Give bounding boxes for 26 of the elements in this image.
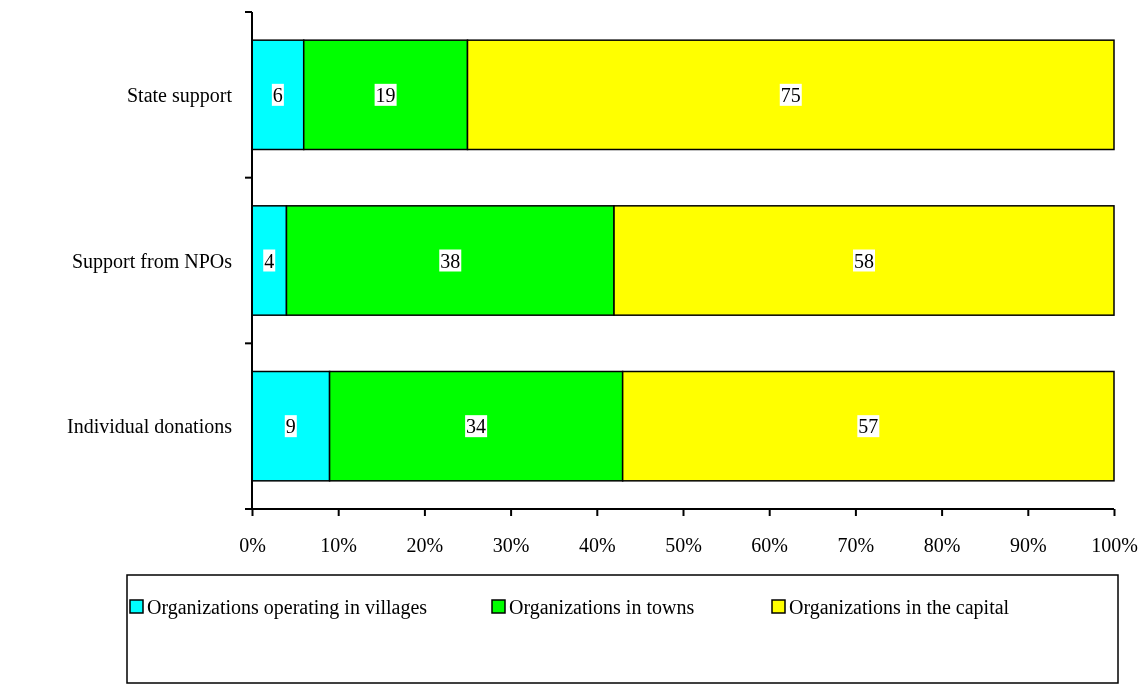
x-tick-label: 40%: [578, 534, 616, 557]
data-label: 38: [440, 249, 461, 272]
data-label: 75: [780, 83, 801, 106]
y-tick-label: State support: [127, 83, 233, 107]
x-tick-label: 60%: [751, 534, 789, 557]
x-tick-label: 100%: [1091, 534, 1138, 557]
data-label: 57: [858, 415, 879, 438]
data-label: 6: [272, 83, 283, 106]
y-tick-label: Support from NPOs: [71, 249, 233, 273]
x-tick-label: 30%: [492, 534, 530, 557]
legend-label: Organizations in the capital: [789, 596, 1010, 619]
data-label: 9: [285, 415, 296, 438]
x-tick-label: 90%: [1009, 534, 1047, 557]
y-tick-label: Individual donations: [67, 415, 233, 438]
x-tick-label: 80%: [923, 534, 961, 557]
data-label: 58: [854, 249, 875, 272]
data-label: 4: [264, 249, 275, 272]
legend-label: Organizations in towns: [509, 596, 695, 619]
data-label: 19: [375, 83, 396, 106]
x-tick-label: 20%: [406, 534, 444, 557]
data-label: 34: [466, 415, 487, 438]
legend-label: Organizations operating in villages: [147, 596, 428, 619]
x-tick-label: 70%: [837, 534, 875, 557]
x-tick-label: 10%: [320, 534, 358, 557]
x-tick-label: 0%: [239, 534, 266, 557]
x-tick-label: 50%: [665, 534, 702, 557]
